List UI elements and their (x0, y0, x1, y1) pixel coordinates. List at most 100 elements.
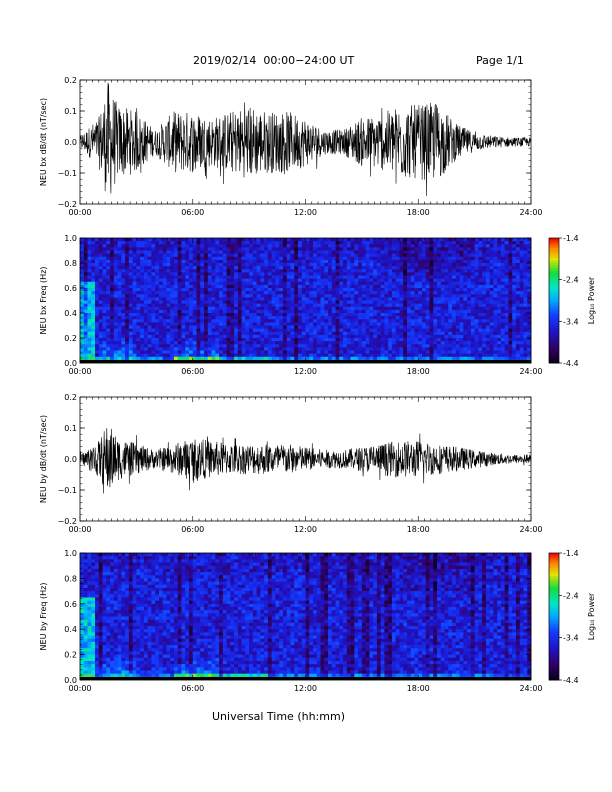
spectrogram-cell (406, 341, 412, 345)
spectrogram-cell (294, 278, 299, 283)
spectrogram-cell (331, 238, 336, 242)
spectrogram-cell (102, 281, 107, 286)
spectrogram-cell (207, 325, 212, 330)
spectrogram-cell (249, 263, 254, 267)
spectrogram-cell (121, 284, 126, 289)
spectrogram-cell (95, 256, 100, 261)
spectrogram-cell (339, 334, 344, 339)
spectrogram-cell (512, 319, 517, 323)
spectrogram-cell (361, 269, 367, 273)
spectrogram-cell (414, 281, 419, 286)
spectrogram-cell (358, 244, 363, 248)
spectrogram-cell (204, 269, 209, 273)
spectrogram-cell (512, 325, 517, 330)
spectrogram-cell (241, 322, 246, 326)
spectrogram-cell (316, 334, 321, 339)
spectrogram-cell (429, 319, 434, 323)
spectrogram-cell (128, 325, 134, 330)
spectrogram-cell (286, 259, 291, 264)
spectrogram-cell (158, 328, 164, 333)
spectrogram-cell (256, 281, 261, 286)
spectrogram-cell (463, 319, 468, 323)
spectrogram-cell (234, 297, 239, 301)
spectrogram-cell (256, 247, 261, 251)
spectrogram-cell (425, 338, 430, 342)
spectrogram-cell (282, 269, 288, 273)
spectrogram-cell (237, 256, 243, 261)
spectrogram-cell (87, 309, 92, 314)
spectrogram-cell (493, 291, 498, 295)
spectrogram-cell (222, 322, 227, 326)
spectrogram-cell (384, 266, 389, 270)
spectrogram-cell (230, 306, 235, 311)
spectrogram-cell (403, 303, 408, 308)
spectrogram-cell (361, 244, 367, 248)
spectrogram-cell (170, 331, 175, 336)
spectrogram-cell (155, 263, 160, 267)
spectrogram-cell (482, 278, 487, 283)
spectrogram-cell (121, 356, 126, 361)
spectrogram-cell (117, 291, 122, 295)
spectrogram-cell (267, 253, 273, 258)
spectrogram-cell (395, 259, 400, 264)
spectrogram-cell (459, 284, 464, 289)
spectrogram-cell (286, 322, 291, 326)
spectrogram-cell (380, 353, 385, 358)
spectrogram-cell (485, 291, 491, 295)
spectrogram-cell (485, 300, 491, 305)
spectrogram-cell (245, 350, 250, 355)
spectrogram-cell (455, 266, 460, 270)
spectrogram-cell (482, 309, 487, 314)
spectrogram-cell (252, 244, 258, 248)
spectrogram-cell (222, 253, 227, 258)
spectrogram-cell (294, 275, 299, 280)
spectrogram-cell (403, 319, 408, 323)
page-title: 2019/02/14 00:00−24:00 UT (193, 54, 355, 67)
spectrogram-cell (523, 297, 528, 301)
spectrogram-cell (267, 338, 273, 342)
spectrogram-cell (256, 272, 261, 276)
spectrogram-cell (512, 353, 517, 358)
spectrogram-cell (448, 238, 453, 242)
spectrogram-cell (181, 275, 186, 280)
spectrogram-cell (110, 294, 115, 298)
spectrogram-cell (245, 328, 250, 333)
spectrogram-cell (147, 303, 152, 308)
spectrogram-cell (188, 247, 194, 251)
spectrogram-cell (500, 241, 506, 245)
spectrogram-cell (121, 328, 126, 333)
spectrogram-cell (215, 253, 220, 258)
spectrogram-cell (433, 316, 438, 320)
spectrogram-cell (286, 266, 291, 270)
spectrogram-cell (271, 291, 276, 295)
spectrogram-cell (80, 263, 85, 267)
spectrogram-cell (395, 284, 400, 289)
spectrogram-cell (365, 269, 370, 273)
spectrogram-cell (188, 347, 194, 351)
spectrogram-cell (418, 281, 423, 286)
spectrogram-cell (343, 319, 348, 323)
spectrogram-cell (181, 241, 186, 245)
spectrogram-cell (275, 291, 280, 295)
spectrogram-cell (485, 275, 491, 280)
spectrogram-cell (185, 266, 190, 270)
spectrogram-cell (245, 266, 250, 270)
spectrogram-cell (282, 291, 288, 295)
spectrogram-cell (504, 328, 509, 333)
spectrogram-cell (200, 341, 205, 345)
spectrogram-cell (331, 334, 336, 339)
spectrogram-cell (354, 238, 359, 242)
spectrogram-cell (350, 250, 355, 255)
spectrogram-cell (294, 316, 299, 320)
spectrogram-cell (508, 300, 513, 305)
spectrogram-cell (485, 253, 491, 258)
spectrogram-cell (391, 353, 397, 358)
spectrogram-cell (95, 263, 100, 267)
spectrogram-cell (455, 241, 460, 245)
spectrogram-cell (324, 341, 329, 345)
spectrogram-cell (196, 353, 201, 358)
spectrogram-cell (147, 353, 152, 358)
spectrogram-cell (181, 344, 186, 348)
spectrogram-cell (301, 297, 306, 301)
spectrogram-cell (309, 291, 314, 295)
